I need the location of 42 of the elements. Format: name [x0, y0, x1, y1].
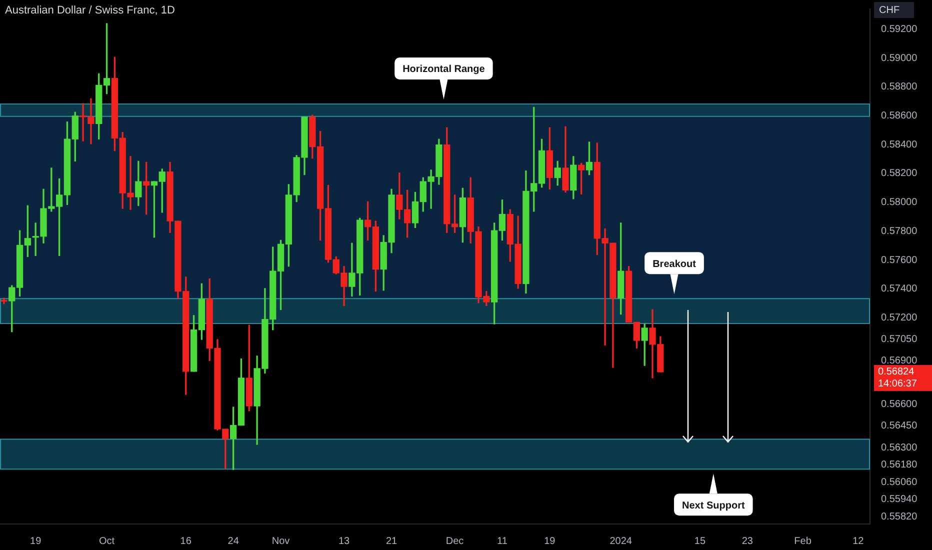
- x-tick-label: 23: [742, 536, 754, 547]
- y-tick-label: 0.58600: [881, 110, 918, 122]
- y-tick-label: 0.58800: [881, 82, 918, 93]
- x-tick-label: Dec: [446, 536, 464, 547]
- y-axis-title: CHF: [879, 4, 900, 16]
- y-tick-label: 0.56450: [881, 420, 918, 432]
- x-tick-label: 24: [228, 536, 240, 547]
- band-label: Horizontal Range: [402, 64, 486, 76]
- band-label: Breakout: [652, 258, 697, 270]
- x-tick-label: Oct: [98, 536, 115, 547]
- x-tick-label: 19: [544, 536, 556, 547]
- x-tick-label: 13: [338, 536, 350, 547]
- x-tick-label: 21: [386, 536, 398, 547]
- y-tick-label: 0.56600: [881, 399, 918, 410]
- y-tick-label: 0.58200: [881, 168, 918, 180]
- band-label: Next Support: [682, 500, 746, 512]
- y-tick-label: 0.56300: [881, 442, 918, 454]
- text: 0.56824: [878, 366, 915, 378]
- y-tick-label: 0.57200: [881, 312, 918, 324]
- y-tick-label: 0.56060: [881, 476, 918, 488]
- y-tick-label: 0.57600: [881, 254, 918, 266]
- x-tick-label: 19: [30, 536, 42, 547]
- chart-title: Australian Dollar / Swiss Franc, 1D: [5, 4, 175, 17]
- y-tick-label: 0.56180: [881, 460, 918, 471]
- y-tick-label: 0.55820: [881, 512, 918, 523]
- text: 14:06:37: [878, 378, 918, 390]
- y-tick-label: 0.59200: [881, 24, 918, 35]
- x-tick-label: 11: [497, 536, 508, 547]
- x-tick-label: 15: [694, 536, 706, 547]
- x-tick-label: Feb: [794, 536, 812, 547]
- y-tick-label: 0.57400: [881, 284, 918, 295]
- y-tick-label: 0.55940: [881, 494, 918, 506]
- x-tick-label: 2024: [610, 536, 632, 547]
- x-tick-label: Nov: [272, 536, 290, 547]
- y-tick-label: 0.56900: [881, 356, 918, 367]
- y-tick-label: 0.58000: [881, 197, 918, 208]
- y-tick-label: 0.58400: [881, 139, 918, 150]
- x-tick-label: 16: [180, 536, 192, 547]
- y-tick-label: 0.57050: [881, 334, 918, 346]
- y-tick-label: 0.59000: [881, 52, 918, 64]
- y-tick-label: 0.57800: [881, 226, 918, 237]
- x-tick-label: 12: [852, 536, 864, 547]
